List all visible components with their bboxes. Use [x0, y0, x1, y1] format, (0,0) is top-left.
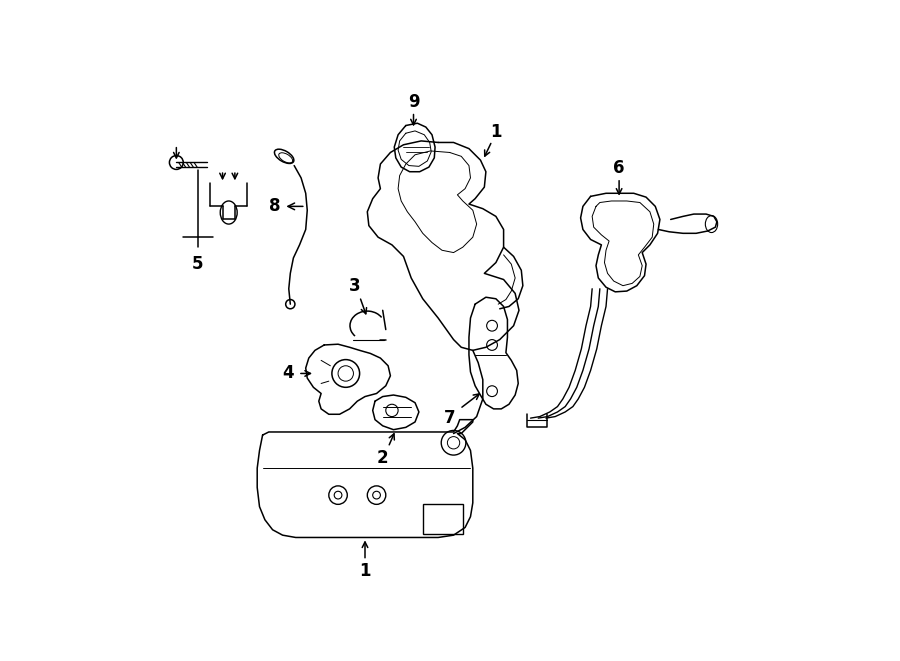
Text: 4: 4 [283, 364, 293, 383]
Bar [423, 504, 463, 533]
Text: 1: 1 [359, 562, 371, 580]
Text: 6: 6 [614, 159, 625, 177]
Text: 2: 2 [377, 449, 389, 467]
Text: 9: 9 [408, 93, 419, 112]
Text: 8: 8 [269, 198, 303, 215]
Circle shape [334, 491, 342, 499]
Text: 7: 7 [444, 409, 455, 427]
Text: 1: 1 [491, 123, 501, 141]
Text: 5: 5 [193, 255, 203, 273]
Circle shape [373, 491, 381, 499]
Text: 3: 3 [349, 277, 361, 295]
